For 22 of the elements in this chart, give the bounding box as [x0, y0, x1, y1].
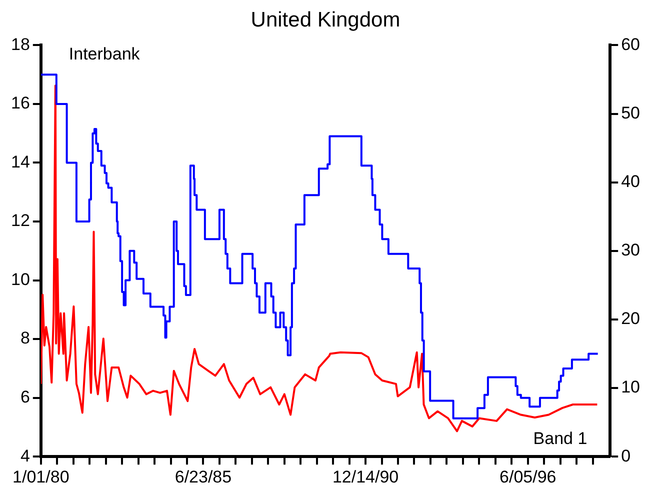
y2-tick-label: 10: [621, 378, 640, 397]
y2-tick-label: 30: [621, 240, 640, 260]
chart-title: United Kingdom: [250, 8, 400, 32]
x-tick-label: 6/23/85: [174, 467, 232, 486]
y2-tick-label: 40: [621, 172, 640, 192]
x-tick-label: 1/01/80: [12, 467, 70, 486]
y2-tick-label: 20: [621, 309, 640, 328]
x-tick-label: 12/14/90: [332, 467, 399, 486]
y2-tick-label: 0: [621, 446, 631, 466]
y-tick-label: 12: [10, 211, 30, 230]
x-tick-label: 6/05/96: [500, 467, 556, 486]
y-tick-label: 8: [20, 328, 30, 348]
y2-tick-label: 50: [621, 103, 640, 122]
series-label: Interbank: [68, 44, 140, 64]
y-tick-label: 18: [10, 34, 30, 54]
y2-tick-label: 60: [621, 34, 640, 54]
y-tick-label: 6: [20, 388, 30, 407]
series-label: Band 1: [533, 429, 588, 448]
y-tick-label: 4: [20, 446, 30, 466]
y-tick-label: 14: [10, 152, 30, 172]
y-tick-label: 10: [10, 270, 30, 289]
y-tick-label: 16: [10, 94, 30, 113]
